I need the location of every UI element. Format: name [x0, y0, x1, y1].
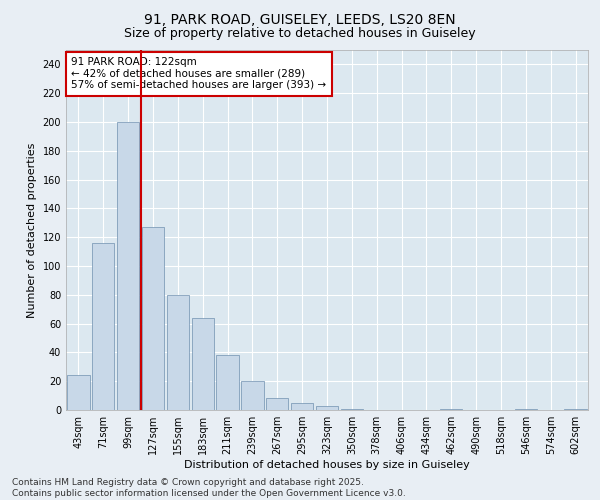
Bar [565, 408, 587, 410]
Bar [515, 408, 537, 410]
Text: Size of property relative to detached houses in Guiseley: Size of property relative to detached ho… [124, 28, 476, 40]
Bar [241, 381, 263, 410]
Text: 91 PARK ROAD: 122sqm
← 42% of detached houses are smaller (289)
57% of semi-deta: 91 PARK ROAD: 122sqm ← 42% of detached h… [71, 57, 326, 90]
Bar [440, 408, 463, 410]
Bar [217, 356, 239, 410]
Bar [92, 243, 115, 410]
Text: Contains HM Land Registry data © Crown copyright and database right 2025.
Contai: Contains HM Land Registry data © Crown c… [12, 478, 406, 498]
Bar [142, 227, 164, 410]
Bar [167, 295, 189, 410]
Bar [266, 398, 289, 410]
X-axis label: Distribution of detached houses by size in Guiseley: Distribution of detached houses by size … [184, 460, 470, 470]
Bar [191, 318, 214, 410]
Bar [341, 408, 363, 410]
Bar [291, 403, 313, 410]
Text: 91, PARK ROAD, GUISELEY, LEEDS, LS20 8EN: 91, PARK ROAD, GUISELEY, LEEDS, LS20 8EN [144, 12, 456, 26]
Bar [67, 376, 89, 410]
Bar [316, 406, 338, 410]
Bar [117, 122, 139, 410]
Y-axis label: Number of detached properties: Number of detached properties [27, 142, 37, 318]
